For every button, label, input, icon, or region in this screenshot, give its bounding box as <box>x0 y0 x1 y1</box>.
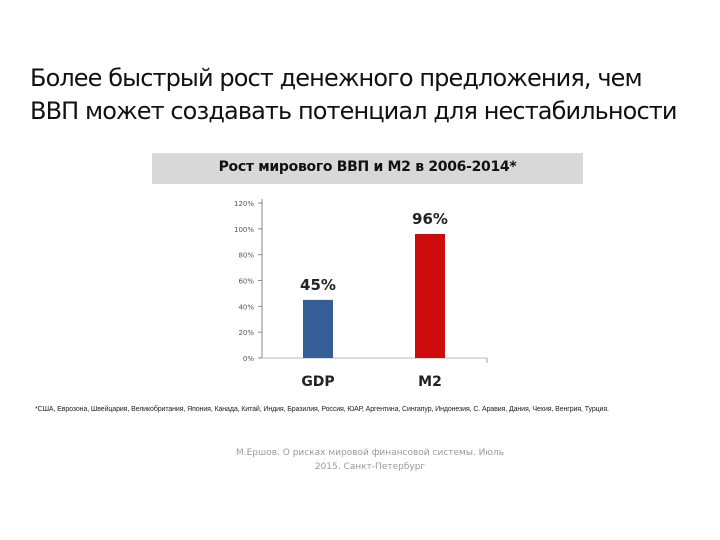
y-tick-label: 40% <box>238 303 254 311</box>
x-category-label: M2 <box>418 374 442 390</box>
chart-bars <box>303 234 445 358</box>
y-tick-label: 0% <box>243 355 254 363</box>
source-citation: М.Ершов. О рисках мировой финансовой сис… <box>220 446 520 474</box>
chart-title: Рост мирового ВВП и М2 в 2006-2014* <box>218 159 517 175</box>
bar-value-label: 96% <box>412 210 448 228</box>
bar-gdp <box>303 299 333 358</box>
source-line-2: 2015. Санкт-Петербург <box>314 462 426 472</box>
source-line-1: М.Ершов. О рисках мировой финансовой сис… <box>235 448 505 458</box>
chart-footnote: *США, Еврозона, Швейцария, Великобритани… <box>35 406 609 413</box>
chart-header-bar: Рост мирового ВВП и М2 в 2006-2014* <box>152 153 583 184</box>
bar-value-label: 45% <box>300 276 336 294</box>
x-category-label: GDP <box>301 374 334 390</box>
y-axis-ticks: 0% 20% 40% 60% 80% 100% 120% <box>234 200 262 363</box>
slide-title-line-2: ВВП может создавать потенциал для нестаб… <box>30 97 677 125</box>
slide-title: Более быстрый рост денежного предложения… <box>30 62 710 128</box>
y-tick-label: 20% <box>238 329 254 337</box>
y-tick-label: 60% <box>238 278 254 286</box>
slide-title-line-1: Более быстрый рост денежного предложения… <box>30 64 643 92</box>
chart-axes <box>261 199 488 363</box>
y-tick-label: 80% <box>238 252 254 260</box>
bar-m2 <box>415 234 445 358</box>
chart-labels: 45% GDP 96% M2 <box>300 210 448 390</box>
y-tick-label: 120% <box>234 200 254 208</box>
y-tick-label: 100% <box>234 226 254 234</box>
